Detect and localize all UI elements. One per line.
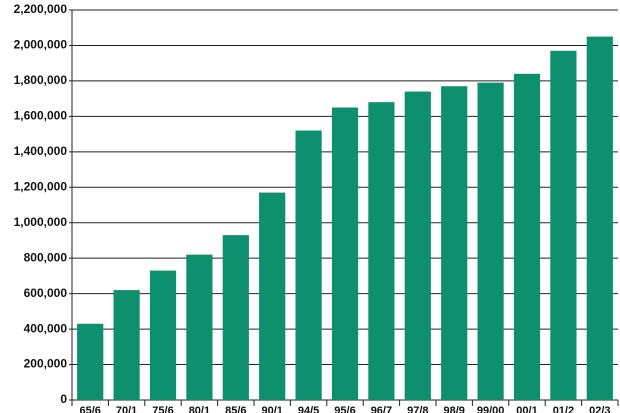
- x-tick-label: 70/1: [116, 405, 137, 413]
- bar: [186, 254, 213, 400]
- y-tick-label: 600,000: [24, 286, 68, 300]
- y-tick-label: 800,000: [24, 250, 68, 264]
- x-tick-label: 97/8: [407, 405, 428, 413]
- y-tick-label: 1,000,000: [14, 215, 68, 229]
- x-tick-label: 96/7: [371, 405, 392, 413]
- x-tick-label: 02/3: [589, 405, 610, 413]
- bar: [222, 235, 249, 400]
- y-tick-label: 0: [60, 392, 67, 406]
- bar: [404, 91, 431, 400]
- x-tick-label: 99/00: [477, 405, 505, 413]
- bar: [368, 102, 395, 400]
- x-tick-label: 98/9: [443, 405, 464, 413]
- bar: [441, 86, 468, 401]
- bar: [77, 323, 104, 400]
- bar: [513, 73, 541, 401]
- x-tick-label: 95/6: [334, 405, 355, 413]
- x-tick-label: 80/1: [189, 405, 210, 413]
- bar: [113, 290, 140, 400]
- y-tick-label: 1,400,000: [14, 144, 68, 158]
- bar: [331, 107, 359, 400]
- y-tick-label: 2,200,000: [14, 2, 68, 16]
- bar: [149, 270, 177, 400]
- x-tick-label: 85/6: [225, 405, 246, 413]
- x-tick-label: 65/6: [79, 405, 100, 413]
- bar: [259, 192, 286, 400]
- y-tick-label: 400,000: [24, 321, 68, 335]
- y-tick-label: 200,000: [24, 357, 68, 371]
- y-tick-label: 1,200,000: [14, 179, 68, 193]
- x-tick-label: 00/1: [516, 405, 537, 413]
- x-tick-label: 01/2: [553, 405, 574, 413]
- bar: [295, 130, 322, 400]
- y-tick-label: 1,800,000: [14, 73, 68, 87]
- bar: [550, 50, 577, 400]
- x-tick-label: 75/6: [152, 405, 173, 413]
- bar: [586, 36, 613, 400]
- bar: [477, 82, 504, 400]
- x-tick-label: 94/5: [298, 405, 319, 413]
- y-tick-label: 1,600,000: [14, 109, 68, 123]
- x-tick-label: 90/1: [261, 405, 282, 413]
- y-tick-label: 2,000,000: [14, 38, 68, 52]
